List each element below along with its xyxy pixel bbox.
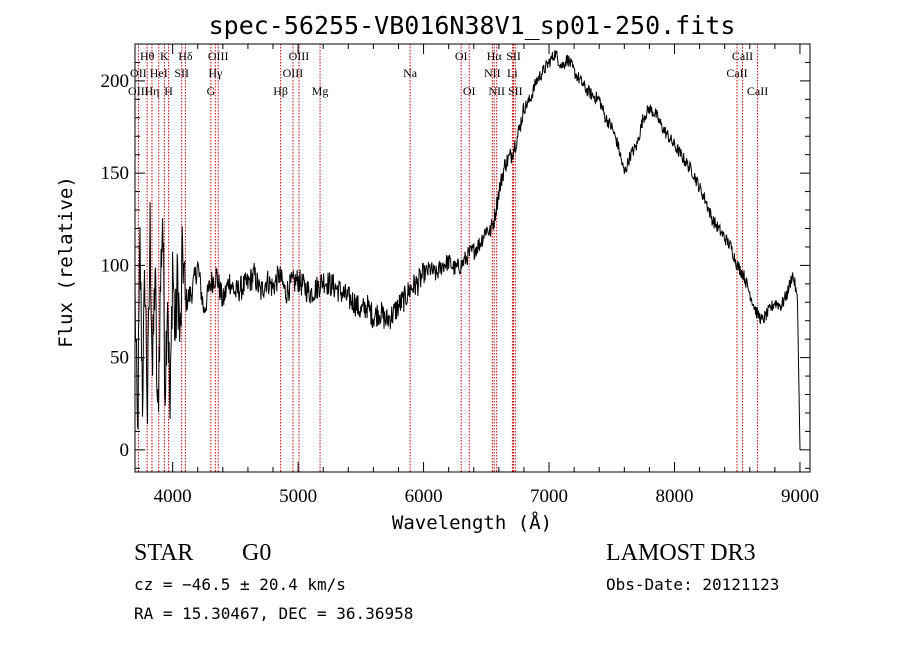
- spectral-line-label: CaII: [747, 84, 768, 98]
- spectral-line-label: H: [164, 84, 173, 98]
- object-class: STAR: [134, 540, 194, 566]
- spectral-line-label: CaII: [732, 49, 753, 63]
- x-tick-label: 8000: [655, 486, 693, 507]
- spectral-line-label: CaII: [726, 66, 747, 80]
- spectrum-line: [134, 50, 801, 450]
- spectral-line-label: OI: [463, 84, 476, 98]
- spectral-line-label: HeI: [150, 66, 168, 80]
- x-tick-label: 6000: [405, 486, 443, 507]
- spectral-line-label: Hη: [144, 84, 159, 98]
- survey-name: LAMOST DR3: [606, 540, 756, 566]
- chart-title: spec-56255-VB016N38V1_sp01-250.fits: [209, 11, 736, 40]
- spectral-line-label: NII: [484, 66, 501, 80]
- spectrum-series: [134, 50, 801, 450]
- x-axis: 4000 5000 6000 7000 8000 9000: [154, 44, 819, 507]
- x-tick-label: 9000: [781, 486, 819, 507]
- spectral-line-label: SII: [174, 66, 189, 80]
- spectral-line-label: Mg: [312, 84, 329, 98]
- spectral-line-label: K: [160, 49, 169, 63]
- plot-frame: [134, 43, 811, 473]
- spectral-line-label: OIII: [283, 66, 304, 80]
- redshift-readout: cz = −46.5 ± 20.4 km/s: [134, 575, 346, 594]
- x-axis-label: Wavelength (Å): [392, 511, 552, 534]
- y-tick-label: 100: [101, 255, 130, 276]
- spectral-line-label: NII: [488, 84, 505, 98]
- y-tick-label: 150: [101, 163, 130, 184]
- y-tick-label: 200: [101, 71, 130, 92]
- spectral-line-label: Hα: [487, 49, 503, 63]
- y-axis-label: Flux (relative): [55, 176, 77, 348]
- x-tick-label: 5000: [279, 486, 317, 507]
- spectral-line-label: Hβ: [273, 84, 288, 98]
- spectral-line-markers: [137, 44, 759, 472]
- y-tick-label: 50: [110, 348, 129, 369]
- spectral-line-label: Hδ: [178, 49, 193, 63]
- spectral-line-label: OIII: [128, 84, 149, 98]
- spectral-line-label: SII: [506, 49, 521, 63]
- y-axis: 0 50 100 150 200: [101, 43, 810, 469]
- spectral-line-label: Na: [403, 66, 418, 80]
- spectral-line-label: G: [207, 84, 216, 98]
- spectral-line-label: OIII: [289, 49, 310, 63]
- spectral-line-label: Li: [507, 66, 518, 80]
- spectral-line-label: OIII: [208, 49, 229, 63]
- spectral-line-label: OI: [455, 49, 468, 63]
- x-tick-label: 7000: [530, 486, 568, 507]
- y-tick-label: 0: [120, 440, 130, 461]
- spectral-line-label: OII: [130, 66, 147, 80]
- spectral-line-label: SII: [508, 84, 523, 98]
- x-tick-label: 4000: [154, 486, 192, 507]
- spectral-line-label: Hγ: [208, 66, 223, 80]
- spectral-line-label: Hθ: [140, 49, 155, 63]
- coordinates: RA = 15.30467, DEC = 36.36958: [134, 604, 414, 623]
- object-subclass: G0: [242, 540, 272, 566]
- obs-date: Obs-Date: 20121123: [606, 575, 780, 594]
